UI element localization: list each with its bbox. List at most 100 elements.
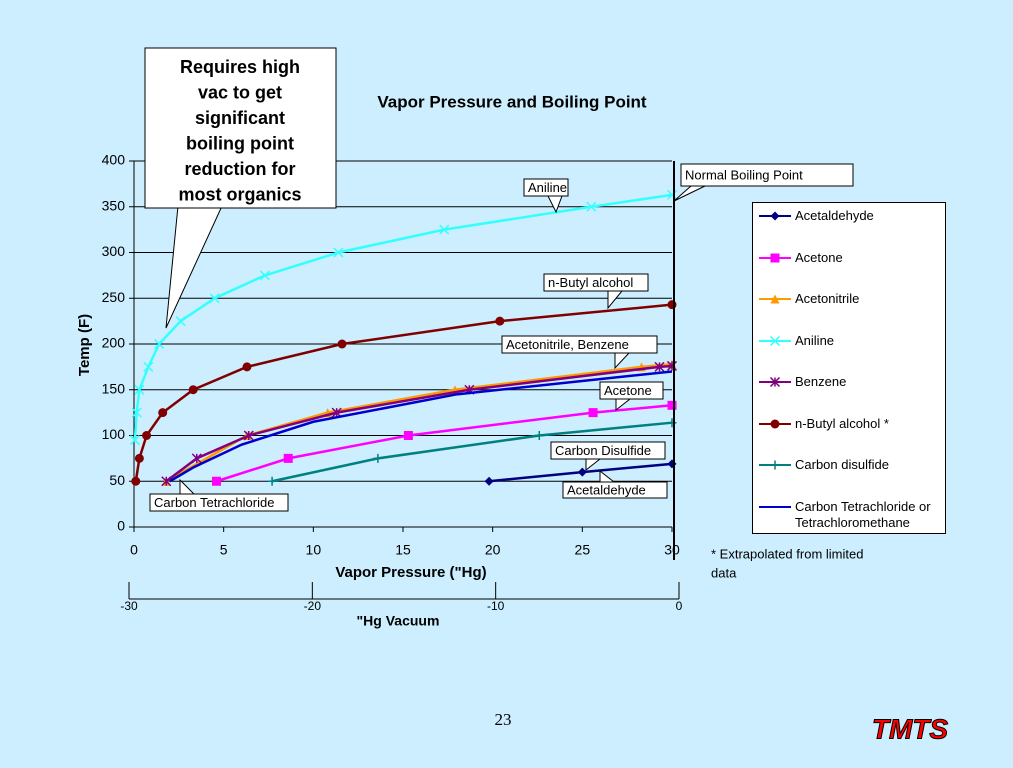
marker xyxy=(158,408,168,418)
marker xyxy=(588,408,598,418)
marker xyxy=(495,316,505,326)
legend: Acetaldehyde Acetone Acetonitrile Aniline Be… xyxy=(752,202,946,534)
annotation-pointer xyxy=(614,352,631,370)
marker xyxy=(586,201,597,212)
marker xyxy=(769,376,781,388)
marker xyxy=(770,294,780,304)
marker xyxy=(770,460,780,470)
annotation-pointer xyxy=(599,469,616,483)
annotation-box xyxy=(543,273,649,292)
series-line xyxy=(271,421,673,483)
marker xyxy=(577,467,587,477)
annotation-label: Acetone xyxy=(604,383,652,398)
x2-tick-label: -30 xyxy=(120,599,138,613)
marker xyxy=(131,476,141,486)
annotation-box xyxy=(550,441,666,460)
marker xyxy=(134,384,145,395)
annotation-label: n-Butyl alcohol xyxy=(548,275,633,290)
marker xyxy=(337,339,347,349)
chart-title: Vapor Pressure and Boiling Point xyxy=(377,92,647,111)
legend-label: Acetone xyxy=(795,249,843,265)
series-line xyxy=(133,193,673,441)
legend-symbol xyxy=(759,376,791,388)
marker xyxy=(209,293,220,304)
x2-axis-label: "Hg Vacuum xyxy=(357,613,440,629)
marker xyxy=(333,247,344,258)
x-tick-label: 15 xyxy=(395,542,411,558)
marker xyxy=(134,453,144,463)
marker xyxy=(667,459,677,469)
y-tick-label: 250 xyxy=(102,289,126,305)
marker xyxy=(211,476,221,486)
annotation-box xyxy=(562,481,668,499)
annotation-pointer xyxy=(673,185,706,202)
marker xyxy=(770,253,780,262)
annotation-label: Acetonitrile, Benzene xyxy=(506,337,629,352)
annotation-label: Normal Boiling Point xyxy=(685,167,803,182)
y-tick-label: 100 xyxy=(102,426,126,442)
marker xyxy=(667,300,677,310)
y-tick-label: 0 xyxy=(117,518,125,534)
x-tick-label: 25 xyxy=(575,542,591,558)
marker xyxy=(403,431,413,440)
x2-tick-label: -10 xyxy=(487,599,505,613)
logo: TMTS xyxy=(872,713,949,744)
marker xyxy=(161,476,172,487)
callout-text: significant xyxy=(195,108,285,128)
marker xyxy=(534,431,544,440)
marker xyxy=(191,453,202,464)
marker xyxy=(243,430,254,441)
legend-label: Carbon Tetrachloride or Tetrachlorometha… xyxy=(795,498,931,530)
legend-symbol xyxy=(759,335,791,346)
annotation-pointer xyxy=(179,478,196,495)
legend-symbol xyxy=(759,419,791,428)
annotation-pointer xyxy=(607,290,624,310)
legend-symbol xyxy=(759,294,791,304)
y-tick-label: 50 xyxy=(109,472,125,488)
marker xyxy=(654,361,665,372)
legend-label: Acetaldehyde xyxy=(795,208,874,223)
marker xyxy=(259,270,270,281)
annotation-box xyxy=(501,335,658,354)
y-tick-label: 300 xyxy=(102,243,126,259)
annotation-label: Aniline xyxy=(528,180,567,195)
marker xyxy=(373,453,383,463)
annotation-pointer xyxy=(547,195,563,214)
x-tick-label: 5 xyxy=(220,542,228,558)
x2-tick-label: -20 xyxy=(304,599,322,613)
y-tick-label: 400 xyxy=(102,152,126,168)
callout-text: reduction for xyxy=(185,159,296,179)
y-tick-label: 350 xyxy=(102,197,126,213)
legend-symbol xyxy=(759,460,791,470)
x-tick-label: 20 xyxy=(485,542,501,558)
marker xyxy=(484,476,494,486)
marker xyxy=(188,385,198,395)
callout-text: boiling point xyxy=(186,133,294,153)
series-line xyxy=(165,362,673,483)
legend-label: Carbon disulfide xyxy=(795,457,889,472)
marker xyxy=(129,435,140,446)
annotation-box xyxy=(599,381,664,400)
legend-label: n-Butyl alcohol * xyxy=(795,415,889,431)
marker xyxy=(667,418,677,428)
marker xyxy=(283,453,293,463)
legend-label: Aniline xyxy=(795,332,835,348)
x-tick-label: 30 xyxy=(664,542,680,558)
callout-text: most organics xyxy=(178,184,301,204)
marker xyxy=(667,400,677,410)
marker xyxy=(439,224,450,235)
legend-label: Acetonitrile xyxy=(795,291,860,306)
annotation-box xyxy=(523,178,569,197)
legend-symbol xyxy=(759,505,791,508)
y-tick-label: 200 xyxy=(102,335,126,351)
annotation-box xyxy=(680,163,854,187)
callout-text: Requires high xyxy=(180,57,300,77)
marker xyxy=(175,316,186,327)
x2-tick-label: 0 xyxy=(676,599,683,613)
legend-symbol xyxy=(759,253,791,262)
marker xyxy=(770,211,780,221)
x-axis-label: Vapor Pressure ("Hg) xyxy=(335,564,486,581)
marker xyxy=(242,362,252,372)
